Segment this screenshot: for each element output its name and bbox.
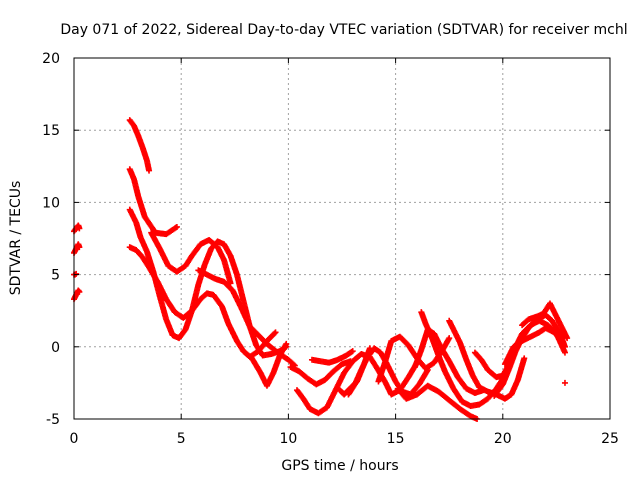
series-arc-s (491, 312, 568, 399)
data-point (146, 167, 153, 174)
data-point (561, 349, 568, 356)
data-point (349, 348, 356, 355)
data-point (521, 355, 528, 362)
series-isolated (561, 379, 568, 386)
y-tick-label: 15 (42, 123, 60, 139)
data-point (558, 338, 565, 345)
x-tick-label: 10 (279, 431, 297, 447)
data-point (561, 379, 568, 386)
data-point (564, 335, 571, 342)
series-arc-early-high (71, 222, 83, 235)
plot-frame (73, 57, 611, 420)
y-tick-label: 0 (51, 340, 60, 356)
y-tick-label: 20 (42, 51, 60, 67)
x-axis-label: GPS time / hours (281, 458, 398, 474)
data-point (283, 340, 290, 347)
data-point (559, 339, 566, 346)
x-tick-label: 25 (601, 431, 619, 447)
data-point (561, 343, 568, 350)
series-arc-early-mid (71, 241, 83, 256)
series-arc-e (148, 229, 234, 287)
data-point (366, 345, 373, 352)
x-tick-label: 5 (177, 431, 186, 447)
series-arc-j (308, 348, 356, 366)
y-ticks: -5 0 5 10 15 20 (42, 51, 610, 428)
series-arc-u (501, 325, 566, 368)
series-arc-a (126, 117, 153, 174)
data-points (71, 117, 571, 422)
x-tick-label: 15 (387, 431, 405, 447)
x-tick-label: 0 (70, 431, 79, 447)
y-axis-label: SDTVAR / TECUs (8, 181, 24, 296)
y-tick-label: 10 (42, 195, 60, 211)
series-arc-p (446, 317, 528, 402)
y-tick-label: 5 (51, 268, 60, 284)
series-arc-g (240, 340, 290, 389)
data-point (271, 330, 278, 337)
series-arc-l (336, 345, 373, 398)
x-tick-label: 20 (494, 431, 512, 447)
data-point (446, 335, 453, 342)
y-tick-label: -5 (46, 412, 60, 428)
data-point (76, 225, 83, 232)
series-arc-early-low (71, 287, 83, 303)
series-arc-d (126, 244, 279, 360)
series-arc-c (126, 206, 290, 359)
chart-title: Day 071 of 2022, Sidereal Day-to-day VTE… (60, 22, 627, 38)
series-arc-t (519, 300, 571, 342)
x-ticks: 0 5 10 15 20 25 (70, 58, 619, 447)
data-point (76, 244, 83, 251)
grid (74, 58, 610, 419)
data-point (272, 329, 279, 336)
data-point (173, 223, 180, 230)
data-point (76, 288, 83, 295)
series-arc-q (394, 382, 481, 422)
